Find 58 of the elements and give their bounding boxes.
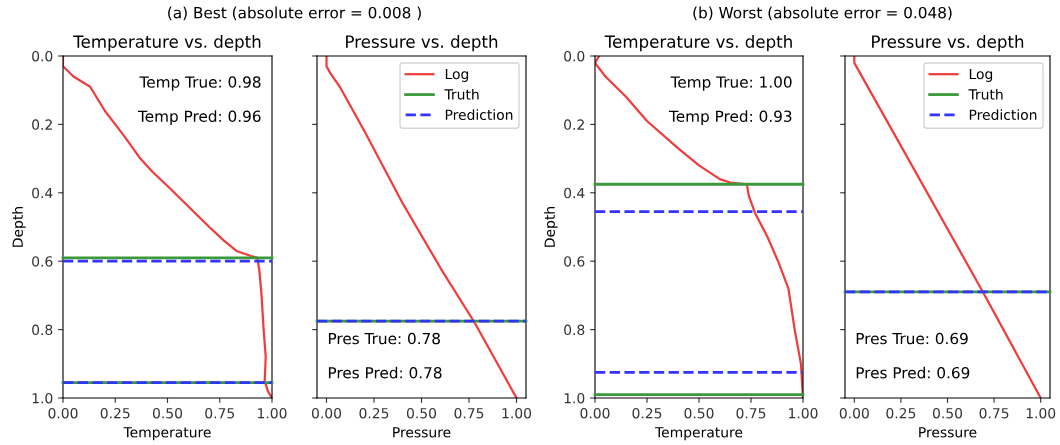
chart-subtitle: (a) Best (absolute error = 0.008 ) [168,6,421,21]
legend-label: Truth [968,88,1003,100]
annotation: Pres Pred: 0.78 [328,366,442,379]
x-tick-label: 0.00 [311,407,342,419]
x-tick-label: 0.00 [839,407,869,419]
chart-title: Temperature vs. depth [604,35,792,52]
x-tick-label: 1.00 [502,407,532,419]
legend-label: Log [969,68,993,82]
x-tick-label: 0.50 [152,407,183,419]
y-axis-title: Depth [544,207,558,247]
x-axis-title: Pressure [393,427,451,438]
y-tick-label: 0.8 [564,324,585,336]
x-tick-label: 0.00 [48,407,78,419]
y-tick-label: 0.6 [32,256,53,267]
legend-label: Prediction [445,109,513,121]
x-axis-title: Pressure [919,427,977,438]
y-tick-label: 0.4 [32,187,53,199]
legend-label: Truth [444,88,479,100]
x-tick-label: 1.00 [258,407,287,419]
y-tick-label: 0.0 [32,50,53,62]
chart-title: Pressure vs. depth [872,35,1024,52]
x-tick-label: 0.75 [736,407,766,419]
x-tick-label: 1.00 [789,407,818,419]
x-tick-label: 1.00 [1026,407,1056,419]
annotation: Pres Pred: 0.69 [856,366,970,379]
annotation: Temp True: 0.98 [139,76,261,91]
x-tick-label: 0.50 [684,407,714,419]
x-tick-label: 0.25 [100,407,130,419]
y-tick-label: 1.0 [32,392,53,404]
y-tick-label: 0.2 [564,119,584,130]
x-tick-label: 0.75 [979,407,1009,419]
x-tick-label: 0.75 [205,407,234,419]
x-tick-label: 0.50 [406,407,437,419]
annotation: Temp Pred: 0.96 [137,110,261,125]
y-tick-label: 0.2 [32,119,52,130]
annotation: Pres True: 0.78 [328,332,440,345]
annotation: Temp Pred: 0.93 [668,110,792,125]
y-axis-title: Depth [12,207,26,247]
legend-label: Log [445,68,469,82]
y-tick-label: 0.4 [564,187,585,199]
x-tick-label: 0.25 [632,407,662,419]
x-tick-label: 0.75 [454,407,484,419]
y-tick-label: 1.0 [564,392,585,404]
chart-subtitle: (b) Worst (absolute error = 0.048) [693,6,952,21]
annotation: Temp True: 1.00 [670,76,792,91]
x-axis-title: Temperature [123,427,211,441]
x-tick-label: 0.00 [580,407,610,419]
x-axis-title: Temperature [654,427,743,441]
y-tick-label: 0.8 [32,324,53,336]
annotation: Pres True: 0.69 [856,332,968,345]
x-tick-label: 0.25 [886,407,916,419]
x-tick-label: 0.25 [359,407,389,419]
chart-title: Temperature vs. depth [73,35,261,52]
y-tick-label: 0.6 [564,256,585,267]
chart-title: Pressure vs. depth [346,35,498,52]
y-tick-label: 0.0 [564,50,585,62]
x-tick-label: 0.50 [932,407,963,419]
legend-label: Prediction [969,109,1037,121]
